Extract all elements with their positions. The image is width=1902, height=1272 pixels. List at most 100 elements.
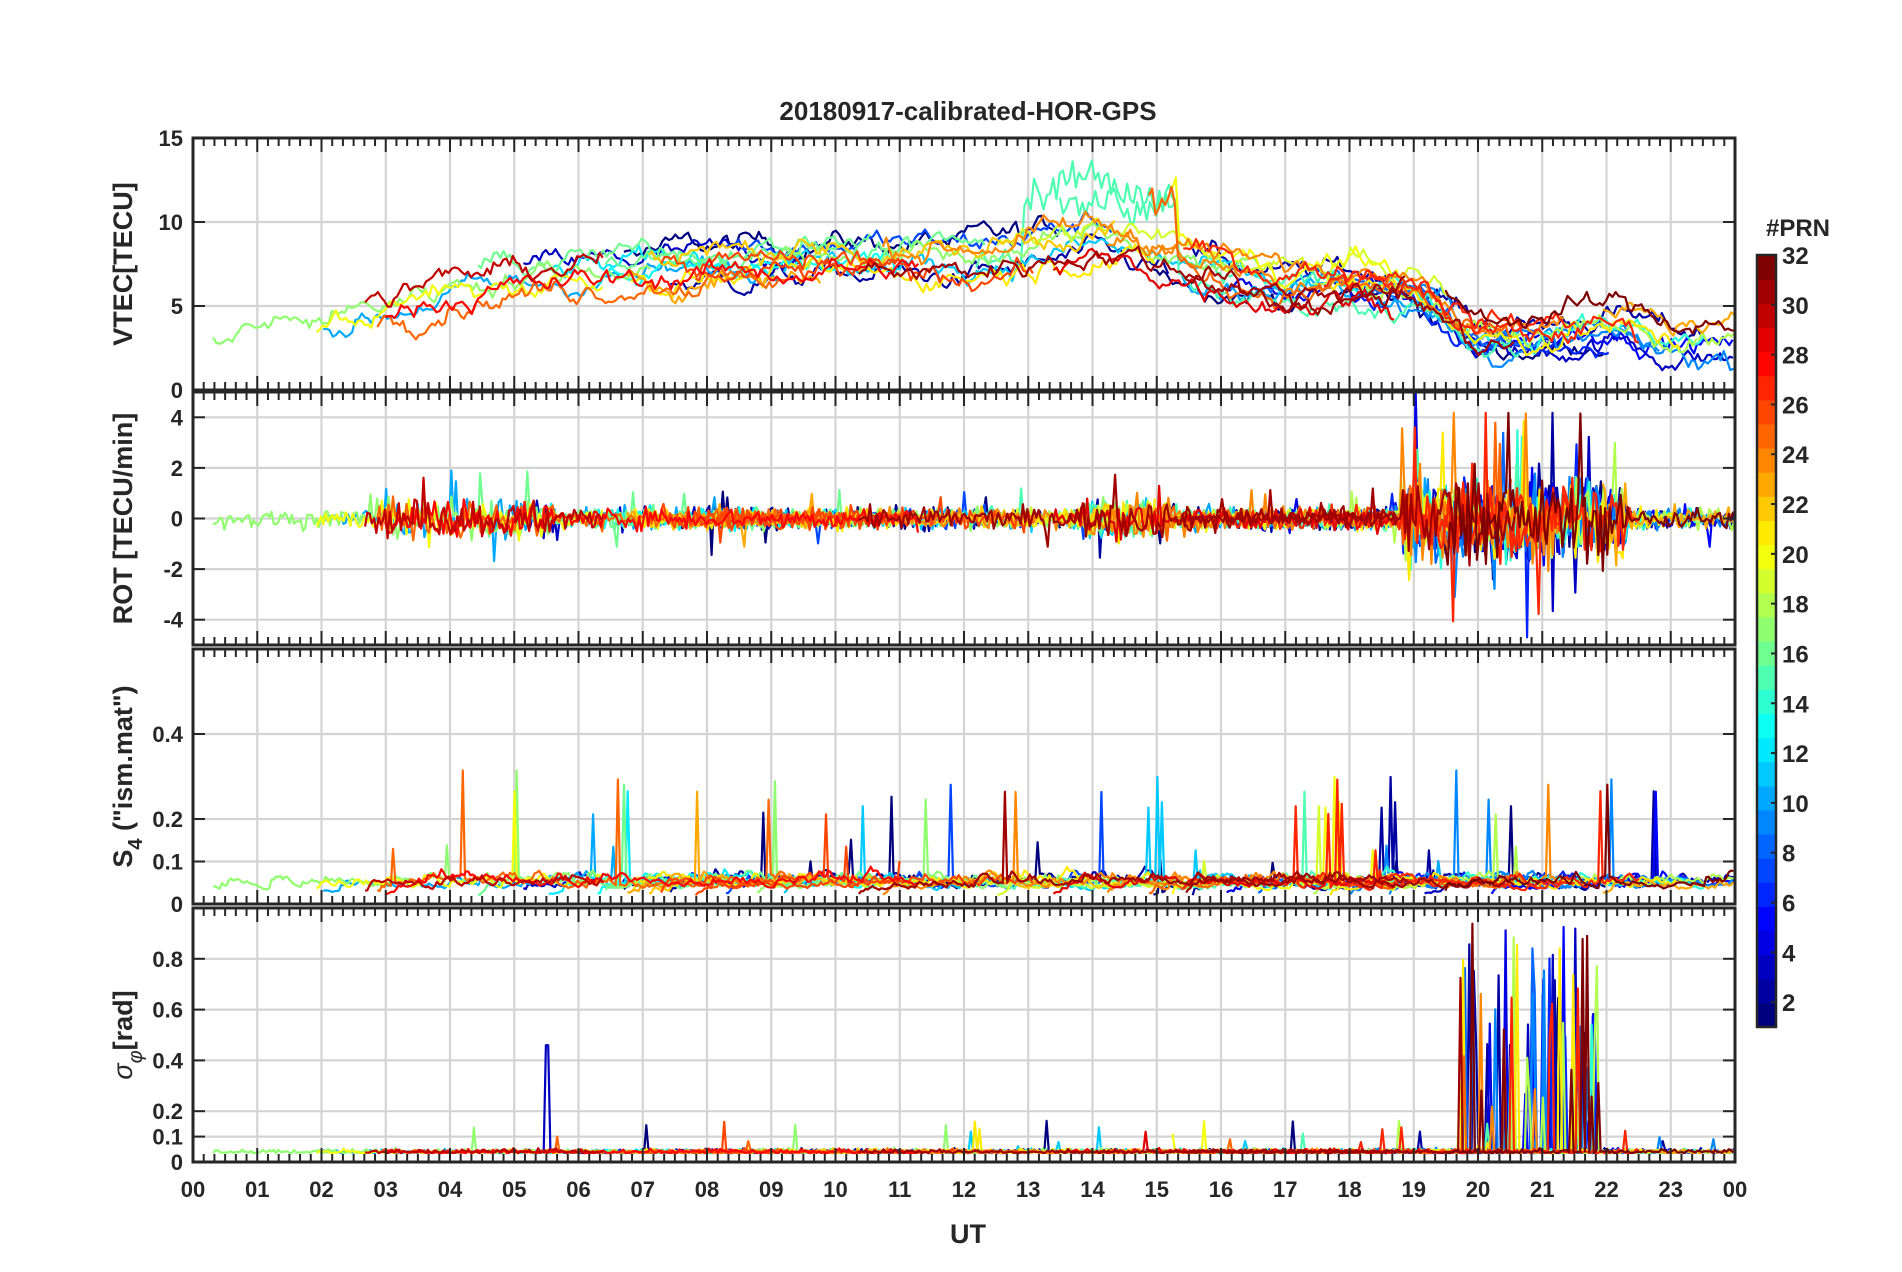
series-line-prn-31 bbox=[857, 790, 1409, 895]
colorbar-segment bbox=[1757, 375, 1776, 401]
series-line-prn-3 bbox=[1423, 299, 1734, 372]
x-tick-label: 05 bbox=[502, 1177, 526, 1202]
colorbar-tick-label: 18 bbox=[1782, 592, 1809, 619]
panel-sigphi: 00.10.20.40.60.8σφ[rad] bbox=[108, 906, 1737, 1175]
colorbar-tick-label: 4 bbox=[1782, 940, 1796, 967]
y-axis-label-rot: ROT [TECU/min] bbox=[108, 413, 138, 624]
series-line-prn-17 bbox=[212, 260, 651, 345]
y-tick-label-rot: 2 bbox=[171, 456, 183, 481]
colorbar-segment bbox=[1757, 496, 1776, 521]
colorbar-segment bbox=[1757, 423, 1776, 449]
x-tick-label: 02 bbox=[309, 1177, 333, 1202]
colorbar-segment bbox=[1757, 1002, 1776, 1028]
panel-frame-sigphi bbox=[191, 906, 1737, 1164]
colorbar-segment bbox=[1757, 641, 1776, 666]
y-tick-label-vtec: 15 bbox=[159, 126, 183, 151]
colorbar-segment bbox=[1757, 834, 1776, 859]
colorbar-tick-label: 2 bbox=[1782, 990, 1795, 1017]
colorbar-title: #PRN bbox=[1766, 215, 1830, 242]
series-line-prn-3 bbox=[523, 237, 798, 270]
y-tick-label-sigphi: 0.8 bbox=[152, 947, 183, 972]
series-line-prn-32 bbox=[1444, 411, 1735, 573]
series-line-prn-30 bbox=[364, 251, 604, 308]
series-group-sigphi bbox=[212, 922, 1735, 1155]
panel-frame-vtec bbox=[191, 136, 1737, 392]
colorbar-segment bbox=[1757, 616, 1776, 642]
y-tick-label-rot: 0 bbox=[171, 507, 183, 532]
colorbar-segment bbox=[1757, 472, 1776, 497]
y-axis-label-s4: S4 ("ism.mat") bbox=[108, 685, 147, 867]
y-tick-label-vtec: 10 bbox=[159, 210, 183, 235]
y-tick-label-rot: -4 bbox=[163, 608, 183, 633]
x-tick-label: 06 bbox=[566, 1177, 590, 1202]
series-line-prn-32 bbox=[1444, 289, 1735, 335]
colorbar-segment bbox=[1757, 448, 1776, 473]
colorbar-segment bbox=[1757, 930, 1776, 956]
y-tick-label-s4: 0.1 bbox=[152, 850, 183, 875]
series-line-prn-32 bbox=[1444, 783, 1734, 892]
y-tick-label-s4: 0.4 bbox=[152, 722, 183, 747]
y-tick-label-vtec: 0 bbox=[171, 378, 183, 403]
colorbar-segment bbox=[1757, 351, 1776, 377]
colorbar-segment bbox=[1757, 689, 1776, 714]
x-tick-label: 13 bbox=[1016, 1177, 1040, 1202]
series-line-prn-31 bbox=[857, 245, 1406, 306]
series-line-prn-24 bbox=[881, 210, 1328, 279]
y-axis-label-sigphi: σφ[rad] bbox=[108, 990, 147, 1079]
series-line-prn-31 bbox=[858, 473, 1409, 548]
series-line-prn-27 bbox=[1322, 778, 1640, 889]
series-group-s4 bbox=[213, 769, 1735, 897]
y-tick-label-vtec: 5 bbox=[171, 294, 183, 319]
y-axis-label-rest-sigphi: [rad] bbox=[108, 990, 138, 1050]
y-tick-label-sigphi: 0.4 bbox=[152, 1048, 183, 1073]
series-group-vtec bbox=[212, 159, 1735, 372]
y-axis-label-vtec: VTEC[TECU] bbox=[108, 182, 138, 346]
colorbar-tick-label: 6 bbox=[1782, 890, 1795, 917]
colorbar-segment bbox=[1757, 713, 1776, 739]
colorbar-segment bbox=[1757, 978, 1776, 1004]
colorbar-tick-label: 22 bbox=[1782, 492, 1809, 519]
x-tick-label: 16 bbox=[1209, 1177, 1233, 1202]
x-tick-label: 08 bbox=[695, 1177, 719, 1202]
colorbar-segment bbox=[1757, 665, 1776, 690]
y-tick-label-s4: 0.2 bbox=[152, 807, 183, 832]
series-line-prn-30 bbox=[364, 874, 605, 892]
x-tick-label: 21 bbox=[1530, 1177, 1554, 1202]
colorbar-tick-label: 14 bbox=[1782, 691, 1809, 718]
x-tick-label: 15 bbox=[1145, 1177, 1169, 1202]
colorbar-segment bbox=[1757, 858, 1776, 883]
series-line-prn-1 bbox=[623, 214, 1059, 265]
colorbar-tick-label: 20 bbox=[1782, 542, 1809, 569]
panel-frame-s4 bbox=[191, 647, 1737, 906]
series-line-prn-27 bbox=[1323, 273, 1640, 345]
colorbar-tick-label: 30 bbox=[1782, 293, 1809, 320]
series-line-prn-30 bbox=[364, 1147, 604, 1155]
colorbar-tick-label: 12 bbox=[1782, 741, 1809, 768]
colorbar-segment bbox=[1757, 399, 1776, 425]
series-line-prn-27 bbox=[1183, 238, 1576, 330]
x-tick-label: 10 bbox=[823, 1177, 847, 1202]
colorbar-segment bbox=[1757, 592, 1776, 618]
x-tick-label: 20 bbox=[1466, 1177, 1490, 1202]
x-tick-label: 22 bbox=[1594, 1177, 1618, 1202]
x-tick-label: 03 bbox=[374, 1177, 398, 1202]
series-line-prn-26 bbox=[660, 249, 900, 278]
series-line-prn-17 bbox=[756, 221, 1260, 271]
x-tick-label: 04 bbox=[438, 1177, 463, 1202]
colorbar-segment bbox=[1757, 737, 1776, 763]
y-tick-label-rot: -2 bbox=[163, 557, 183, 582]
series-line-prn-15 bbox=[975, 159, 1340, 287]
series-line-prn-26 bbox=[695, 256, 1034, 293]
colorbar-tick-label: 32 bbox=[1782, 243, 1809, 270]
y-tick-label-sigphi: 0.1 bbox=[152, 1125, 183, 1150]
series-line-prn-32 bbox=[1445, 922, 1735, 1155]
panel-rot: -4 -2 0 2 4 ROT [TECU/min] bbox=[108, 390, 1737, 647]
series-line-prn-23 bbox=[627, 790, 821, 894]
colorbar-segment bbox=[1757, 279, 1776, 304]
series-group-rot bbox=[212, 392, 1735, 639]
y-tick-label-rot: 4 bbox=[171, 405, 184, 430]
colorbar-tick-label: 26 bbox=[1782, 392, 1809, 419]
x-tick-label: 00 bbox=[1723, 1177, 1747, 1202]
